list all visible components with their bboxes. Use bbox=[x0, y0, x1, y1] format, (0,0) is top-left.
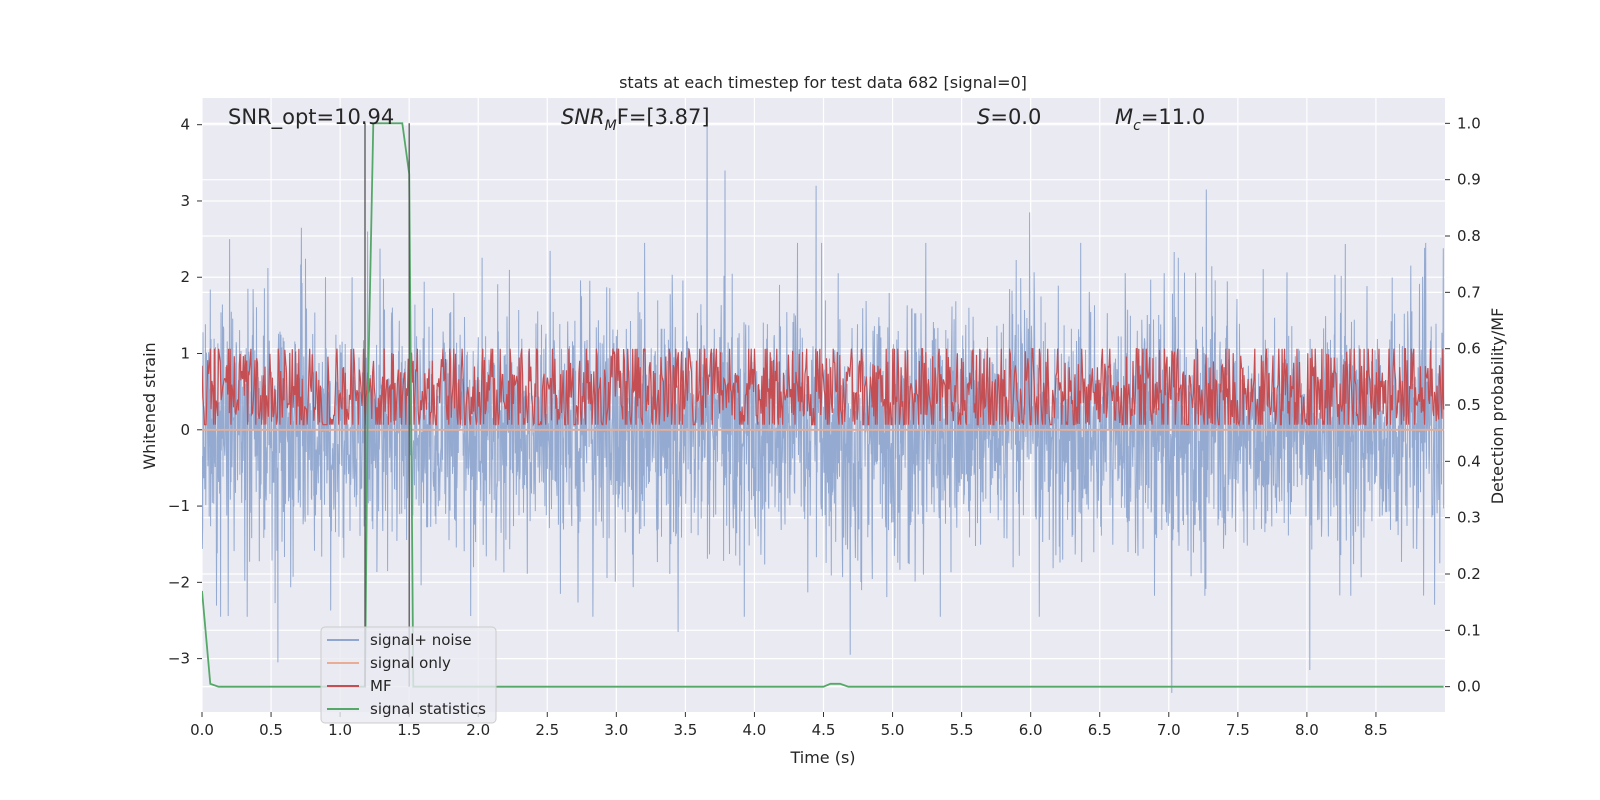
legend-label-signal-only: signal only bbox=[370, 654, 451, 672]
legend-label-mf: MF bbox=[370, 677, 392, 695]
legend-label-signal-noise: signal+ noise bbox=[370, 631, 472, 649]
left-y-tick-label: 4 bbox=[180, 116, 190, 134]
right-y-tick-label: 0.0 bbox=[1457, 678, 1481, 696]
annotation-snr-mf: SNRMF=[3.87] bbox=[561, 105, 710, 134]
left-y-tick-label: −3 bbox=[168, 650, 190, 668]
right-y-tick-label: 0.8 bbox=[1457, 227, 1481, 245]
right-y-tick-label: 0.1 bbox=[1457, 621, 1481, 639]
series-layer bbox=[202, 122, 1445, 693]
left-y-tick-label: 3 bbox=[180, 192, 190, 210]
right-y-ticks: 0.0 0.1 0.2 0.3 0.4 0.5 0.6 0.7 0.8 0.9 1.0 bbox=[1445, 114, 1481, 696]
x-tick-label: 8.5 bbox=[1364, 721, 1388, 739]
series-signal-statistics-line bbox=[202, 122, 1444, 688]
legend-box bbox=[320, 626, 497, 724]
annotation-snr-mf-sub: M bbox=[605, 118, 617, 134]
right-y-tick-label: 0.5 bbox=[1457, 396, 1481, 414]
x-tick-label: 5.5 bbox=[950, 721, 974, 739]
x-tick-label: 2.5 bbox=[535, 721, 559, 739]
left-y-tick-label: 1 bbox=[180, 345, 190, 363]
x-ticks: 0.0 0.5 1.0 1.5 2.0 2.5 3.0 3.5 4.0 4.5 5.0 5.5 6.0 6… bbox=[190, 712, 1388, 739]
right-y-tick-label: 0.7 bbox=[1457, 283, 1481, 301]
x-tick-label: 3.0 bbox=[604, 721, 628, 739]
x-tick-label: 1.5 bbox=[397, 721, 421, 739]
annotation-mc: Mc=11.0 bbox=[1115, 105, 1205, 134]
right-y-tick-label: 0.4 bbox=[1457, 452, 1481, 470]
left-y-tick-label: −1 bbox=[168, 497, 190, 515]
annotation-s: S=0.0 bbox=[977, 105, 1041, 129]
x-tick-label: 7.5 bbox=[1226, 721, 1250, 739]
right-y-axis-label: Detection probability/MF bbox=[1488, 308, 1507, 505]
left-y-tick-label: 0 bbox=[180, 421, 190, 439]
x-tick-label: 0.0 bbox=[190, 721, 214, 739]
x-tick-label: 0.5 bbox=[259, 721, 283, 739]
annotation-s-main: S bbox=[977, 105, 990, 129]
annotation-snr-mf-rest: F=[3.87] bbox=[617, 105, 710, 129]
left-y-tick-label: 2 bbox=[180, 268, 190, 286]
x-tick-label: 1.0 bbox=[328, 721, 352, 739]
annotation-mc-main: M bbox=[1115, 105, 1133, 129]
x-tick-label: 7.0 bbox=[1157, 721, 1181, 739]
right-y-tick-label: 0.6 bbox=[1457, 340, 1481, 358]
x-axis-label: Time (s) bbox=[789, 748, 855, 767]
x-tick-label: 6.5 bbox=[1088, 721, 1112, 739]
x-tick-label: 2.0 bbox=[466, 721, 490, 739]
x-tick-label: 5.0 bbox=[881, 721, 905, 739]
annotation-s-rest: =0.0 bbox=[990, 105, 1041, 129]
right-y-tick-label: 0.9 bbox=[1457, 171, 1481, 189]
right-y-tick-label: 1.0 bbox=[1457, 114, 1481, 132]
right-y-tick-label: 0.3 bbox=[1457, 509, 1481, 527]
x-tick-label: 8.0 bbox=[1295, 721, 1319, 739]
annotation-snr-mf-main: SNR bbox=[561, 105, 605, 129]
right-y-tick-label: 0.2 bbox=[1457, 565, 1481, 583]
left-y-axis-label: Whitened strain bbox=[140, 342, 159, 469]
chart-title: stats at each timestep for test data 682… bbox=[619, 73, 1027, 92]
x-tick-label: 4.5 bbox=[812, 721, 836, 739]
x-tick-label: 4.0 bbox=[743, 721, 767, 739]
legend: signal+ noise signal only MF signal stat… bbox=[320, 626, 497, 724]
left-y-ticks: −3 −2 −1 0 1 2 3 4 bbox=[168, 116, 202, 668]
annotation-mc-sub: c bbox=[1133, 118, 1141, 134]
x-tick-label: 6.0 bbox=[1019, 721, 1043, 739]
annotation-mc-rest: =11.0 bbox=[1141, 105, 1205, 129]
x-tick-label: 3.5 bbox=[673, 721, 697, 739]
annotation-snr-opt: SNR_opt=10.94 bbox=[228, 105, 394, 130]
legend-label-signal-statistics: signal statistics bbox=[370, 700, 486, 718]
left-y-tick-label: −2 bbox=[168, 573, 190, 591]
